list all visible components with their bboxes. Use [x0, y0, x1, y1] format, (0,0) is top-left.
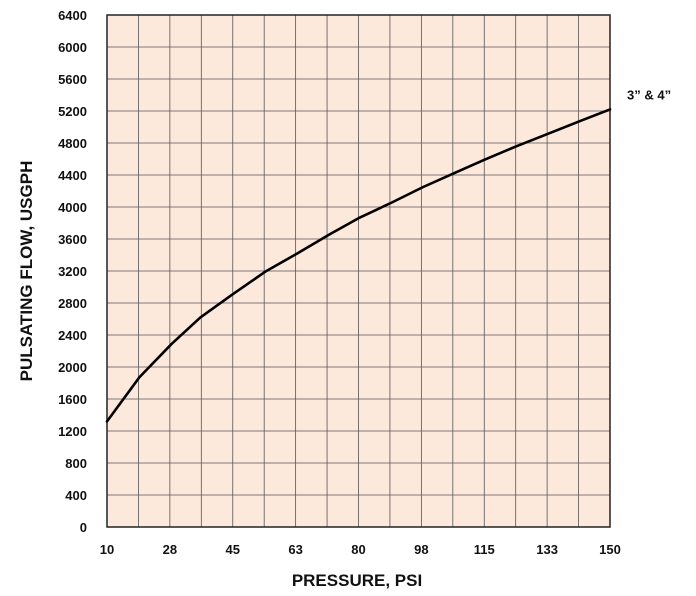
series-label: 3” & 4”: [627, 87, 671, 102]
y-tick-label: 4400: [58, 168, 87, 183]
y-tick-label: 1200: [58, 424, 87, 439]
y-tick-label: 4800: [58, 136, 87, 151]
y-tick-label: 6000: [58, 40, 87, 55]
y-tick-label: 5600: [58, 72, 87, 87]
y-tick-label: 4000: [58, 200, 87, 215]
y-tick-label: 6400: [58, 8, 87, 23]
x-tick-label: 115: [474, 542, 495, 557]
y-tick-label: 5200: [58, 104, 87, 119]
x-tick-label: 10: [100, 542, 114, 557]
x-axis-title: PRESSURE, PSI: [292, 571, 422, 590]
y-tick-label: 2400: [58, 328, 87, 343]
x-tick-label: 80: [351, 542, 365, 557]
x-tick-label: 28: [163, 542, 177, 557]
x-tick-label: 45: [226, 542, 240, 557]
y-tick-label: 400: [65, 488, 87, 503]
y-tick-label: 3600: [58, 232, 87, 247]
x-tick-label: 150: [599, 542, 621, 557]
x-tick-label: 98: [414, 542, 428, 557]
y-axis-title: PULSATING FLOW, USGPH: [17, 161, 36, 382]
y-axis-ticks: 0 400 800 1200 1600 2000 2400 2800 3200 3600 4000 4…: [58, 8, 87, 535]
y-tick-label: 3200: [58, 264, 87, 279]
y-tick-label: 2000: [58, 360, 87, 375]
y-tick-label: 800: [65, 456, 87, 471]
y-tick-label: 0: [80, 520, 87, 535]
y-tick-label: 2800: [58, 296, 87, 311]
x-axis-ticks: 10 28 45 63 80 98 115 133 150: [100, 542, 621, 557]
x-tick-label: 63: [288, 542, 302, 557]
x-tick-label: 133: [536, 542, 558, 557]
y-tick-label: 1600: [58, 392, 87, 407]
